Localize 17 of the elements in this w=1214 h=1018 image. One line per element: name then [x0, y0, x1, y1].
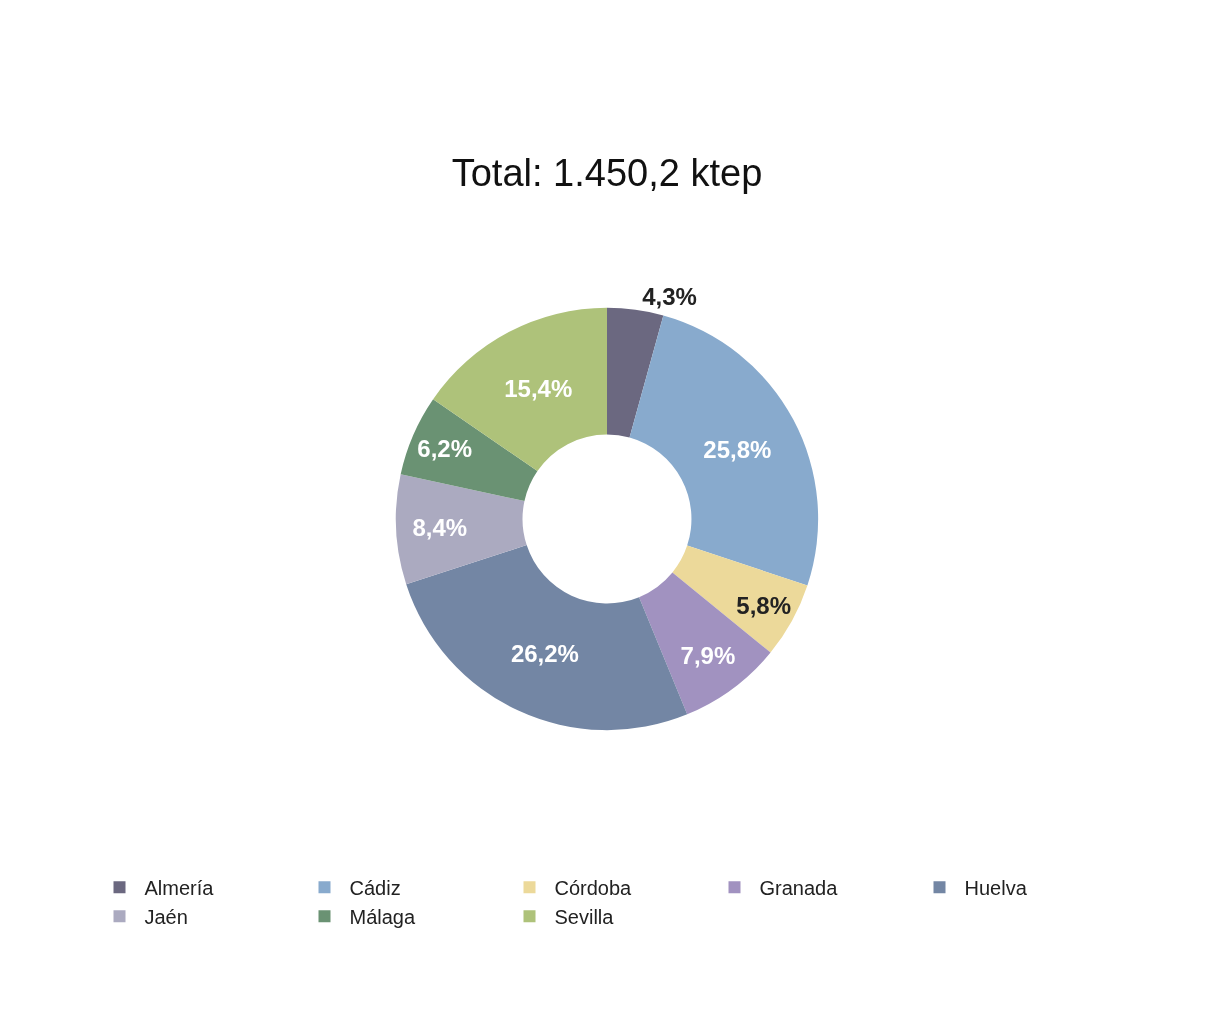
data-label: 6,2%: [417, 435, 472, 463]
legend-label: Sevilla: [554, 906, 615, 929]
data-label: 25,8%: [703, 435, 772, 463]
legend-label: Córdoba: [554, 877, 633, 900]
data-label: 4,3%: [642, 283, 697, 311]
legend-label: Cádiz: [349, 877, 401, 900]
data-label: 8,4%: [412, 513, 468, 541]
legend-label: Jaén: [144, 906, 188, 929]
legend-label: Almería: [144, 877, 215, 900]
legend-label: Granada: [759, 877, 839, 900]
chart-title: Total: 1.450,2 ktep: [451, 152, 763, 195]
legend-label: Huelva: [964, 877, 1028, 900]
data-label: 26,2%: [510, 639, 579, 667]
data-label: 5,8%: [736, 591, 791, 619]
data-label: 7,9%: [680, 641, 736, 669]
data-label: 15,4%: [504, 374, 573, 402]
legend-label: Málaga: [349, 906, 416, 929]
